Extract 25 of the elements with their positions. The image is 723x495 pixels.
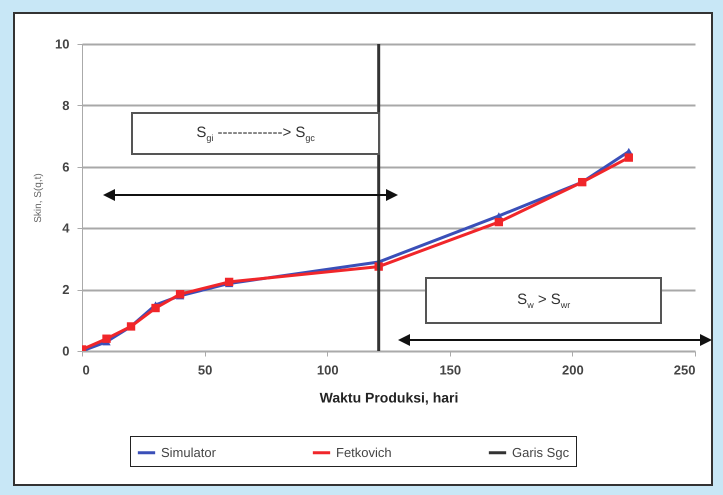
text-box: S$_{w}$ > S$_{wr}$ — [425, 277, 662, 324]
x-tick-label: 100 — [316, 362, 339, 378]
y-tick-label: 6 — [62, 159, 70, 174]
x-axis-title: Waktu Produksi, hari — [320, 390, 458, 406]
point — [494, 218, 504, 226]
x-tick-label: 0 — [82, 362, 90, 378]
y-tick-label: 2 — [62, 282, 70, 298]
point — [151, 304, 160, 312]
legend-label: Garis Sgc — [512, 444, 570, 460]
y-tick-label: 10 — [55, 36, 70, 52]
annotation: S$_{gi}$ -------------> S$_{gc}$ — [196, 124, 315, 143]
y-axis-title: Skin, S(q,t) — [33, 173, 44, 223]
x-tick-label: 150 — [439, 362, 462, 378]
y-tick-label: 4 — [62, 220, 70, 236]
y-tick-label: 8 — [62, 98, 70, 113]
x-tick-label: 250 — [674, 362, 696, 378]
x-tick-label: 50 — [198, 362, 212, 378]
annotation: S$_{w}$ > S$_{wr}$ — [517, 291, 570, 310]
text-box: S$_{gi}$ -------------> S$_{gc}$ — [131, 112, 380, 156]
legend-label: Fetkovich — [336, 444, 392, 460]
point — [102, 334, 111, 343]
y-tick-label: 0 — [62, 344, 70, 358]
x-tick-label: 200 — [562, 362, 584, 378]
legend-label: Simulator — [161, 444, 217, 460]
point — [624, 153, 633, 162]
